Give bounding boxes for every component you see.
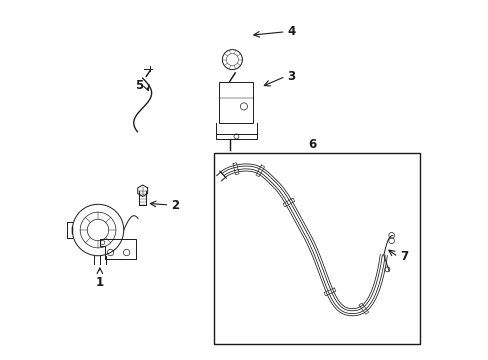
Text: 3: 3 bbox=[287, 70, 295, 83]
Text: 5: 5 bbox=[135, 79, 143, 92]
Text: 4: 4 bbox=[287, 25, 295, 38]
Text: 7: 7 bbox=[399, 250, 407, 263]
Text: 2: 2 bbox=[171, 198, 179, 212]
Text: 1: 1 bbox=[96, 276, 103, 289]
Bar bbox=[219, 82, 253, 123]
Text: 6: 6 bbox=[307, 138, 316, 151]
Bar bbox=[214, 153, 419, 344]
